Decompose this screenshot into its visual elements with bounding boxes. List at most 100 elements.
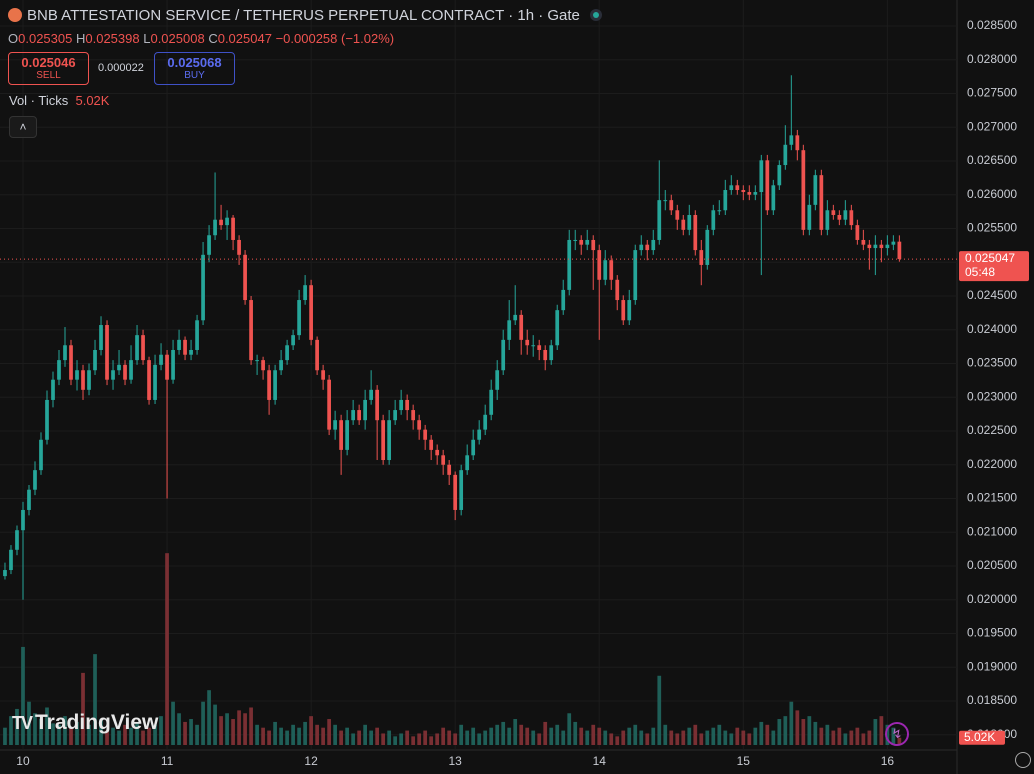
- candle-body: [333, 420, 337, 430]
- candle-body: [735, 185, 740, 191]
- candle-body: [801, 150, 806, 230]
- volume-bar: [15, 708, 19, 745]
- candle-body: [63, 345, 67, 361]
- volume-bar: [189, 719, 193, 745]
- volume-bar: [699, 733, 704, 745]
- volume-bar: [555, 724, 560, 745]
- volume-bar: [237, 710, 241, 745]
- candle-body: [435, 449, 440, 456]
- volume-bar: [597, 727, 602, 745]
- volume-bar: [375, 727, 380, 745]
- y-tick-label: 0.025500: [967, 221, 1017, 235]
- l-value: 0.025008: [150, 31, 205, 46]
- volume-bar: [729, 733, 734, 745]
- candle-body: [453, 474, 458, 510]
- candle-body: [177, 339, 181, 350]
- candle-body: [579, 239, 584, 245]
- volume-bar: [549, 727, 554, 745]
- volume-bar: [513, 719, 518, 745]
- volume-bar: [429, 736, 434, 745]
- volume-bar: [711, 727, 716, 745]
- volume-bar: [813, 721, 818, 745]
- volume-bar: [255, 724, 259, 745]
- volume-bar: [789, 701, 794, 745]
- candle-body: [417, 420, 422, 430]
- y-tick-label: 0.026500: [967, 153, 1017, 167]
- candle-body: [663, 200, 668, 202]
- candle-body: [399, 399, 404, 411]
- volume-bar: [303, 721, 307, 745]
- x-tick-label: 13: [449, 754, 463, 768]
- y-tick-label: 0.024500: [967, 288, 1017, 302]
- candle-body: [555, 310, 560, 346]
- settings-button[interactable]: [1015, 752, 1031, 768]
- volume-bar: [777, 719, 782, 745]
- volume-bar: [879, 716, 884, 745]
- candle-body: [291, 335, 295, 346]
- volume-bar: [633, 724, 638, 745]
- candle-body: [441, 455, 446, 465]
- candle-body: [597, 250, 602, 280]
- volume-bar: [873, 719, 878, 745]
- volume-bar: [177, 713, 181, 745]
- candle-body: [105, 325, 109, 380]
- collapse-button[interactable]: ˄: [9, 116, 37, 138]
- candle-body: [15, 530, 19, 550]
- volume-bar: [537, 733, 542, 745]
- volume-bar: [477, 733, 482, 745]
- volume-bar: [795, 710, 800, 745]
- candle-body: [183, 339, 187, 355]
- volume-bar: [579, 727, 584, 745]
- brand-text: TradingView: [35, 711, 159, 734]
- candle-body: [363, 399, 368, 421]
- volume-bar: [447, 730, 452, 745]
- volume-bar: [249, 707, 253, 745]
- volume-axis-box: [959, 730, 1005, 745]
- volume-bar: [87, 724, 91, 745]
- candle-body: [9, 549, 13, 571]
- candle-body: [303, 285, 307, 301]
- volume-bar: [639, 730, 644, 745]
- candle-body: [861, 239, 866, 245]
- candle-body: [123, 364, 127, 380]
- candle-body: [225, 217, 229, 226]
- candle-body: [879, 244, 884, 249]
- volume-bar: [393, 736, 398, 745]
- x-tick-label: 11: [161, 754, 174, 768]
- candle-body: [285, 345, 289, 361]
- candle-body: [819, 175, 824, 230]
- candle-body: [195, 320, 199, 350]
- volume-bar: [615, 736, 620, 745]
- candle-body: [57, 360, 61, 380]
- candle-body: [495, 370, 500, 390]
- y-tick-label: 0.024000: [967, 322, 1017, 336]
- volume-bar: [273, 721, 277, 745]
- candle-body: [489, 389, 494, 415]
- candle-body: [39, 439, 43, 471]
- candle-body: [315, 339, 319, 371]
- volume-bar: [807, 716, 812, 745]
- candle-body: [795, 135, 800, 151]
- candle-body: [639, 244, 644, 251]
- volume-bar: [21, 646, 25, 745]
- candle-body: [45, 399, 49, 440]
- volume-bar: [663, 724, 668, 745]
- volume-bar: [195, 724, 199, 745]
- volume-bar: [759, 721, 764, 745]
- change: −0.000258 (−1.02%): [275, 31, 395, 46]
- volume-bar: [333, 724, 337, 745]
- candle-body: [897, 241, 902, 260]
- volume-bar: [747, 733, 752, 745]
- brand-logo: TV TradingView: [12, 711, 159, 734]
- y-tick-label: 0.019500: [967, 626, 1017, 640]
- sell-button[interactable]: 0.025046 SELL: [8, 52, 89, 85]
- volume-bar: [321, 727, 325, 745]
- candle-body: [111, 370, 115, 380]
- candle-body: [813, 175, 818, 205]
- volume-legend: Vol · Ticks 5.02K: [9, 93, 109, 108]
- buy-button[interactable]: 0.025068 BUY: [154, 52, 235, 85]
- lightning-button[interactable]: ↯: [885, 722, 909, 746]
- candle-body: [153, 364, 157, 400]
- volume-axis-label: 5.02K: [964, 730, 995, 744]
- volume-bar: [9, 716, 13, 745]
